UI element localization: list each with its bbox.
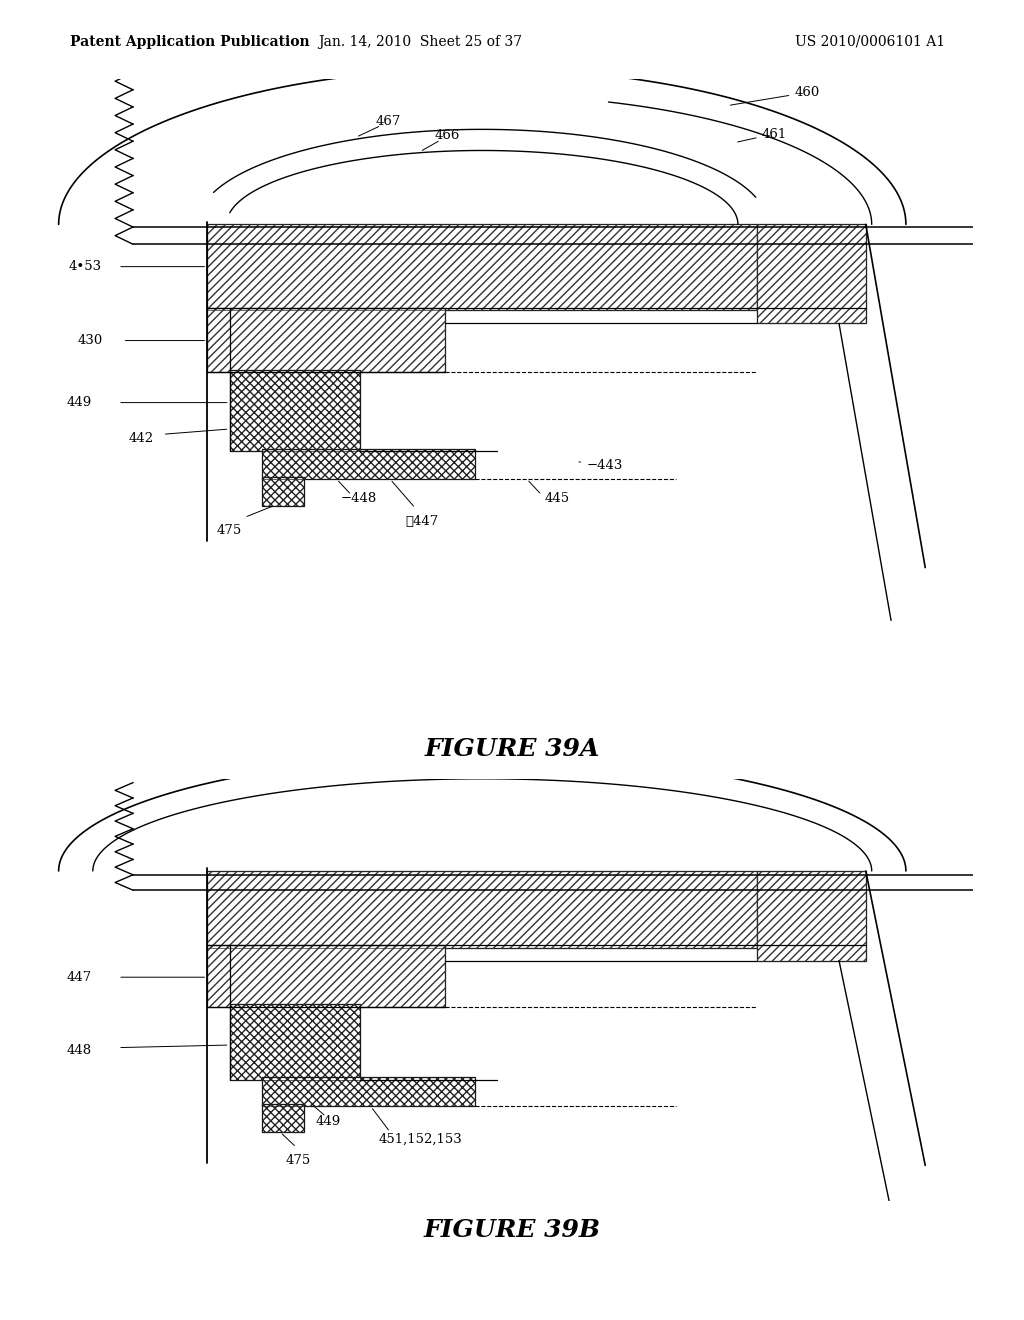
Text: 430: 430 — [78, 334, 103, 347]
Polygon shape — [262, 477, 304, 506]
Polygon shape — [262, 1077, 475, 1106]
Text: 4•53: 4•53 — [69, 260, 102, 273]
Text: Patent Application Publication: Patent Application Publication — [70, 34, 309, 49]
Text: ∖447: ∖447 — [404, 515, 438, 528]
Text: FIGURE 39A: FIGURE 39A — [424, 737, 600, 762]
Polygon shape — [262, 449, 475, 479]
Text: 449: 449 — [315, 1115, 341, 1129]
Text: 448: 448 — [67, 1044, 91, 1056]
Polygon shape — [758, 224, 865, 323]
Text: FIGURE 39B: FIGURE 39B — [424, 1218, 600, 1242]
Text: 451,152,153: 451,152,153 — [378, 1134, 462, 1146]
Text: 461: 461 — [762, 128, 787, 141]
Polygon shape — [207, 945, 445, 1007]
Polygon shape — [229, 1005, 360, 1080]
Polygon shape — [207, 224, 758, 310]
Polygon shape — [207, 308, 445, 372]
Text: 449: 449 — [67, 396, 91, 409]
Text: 467: 467 — [375, 115, 400, 128]
Text: Jan. 14, 2010  Sheet 25 of 37: Jan. 14, 2010 Sheet 25 of 37 — [317, 34, 522, 49]
Polygon shape — [207, 871, 758, 948]
Text: 475: 475 — [217, 524, 243, 537]
Text: −448: −448 — [341, 492, 377, 506]
Text: 460: 460 — [795, 86, 819, 99]
Text: 445: 445 — [545, 492, 569, 506]
Text: 475: 475 — [286, 1154, 311, 1167]
Text: US 2010/0006101 A1: US 2010/0006101 A1 — [795, 34, 945, 49]
Polygon shape — [262, 1104, 304, 1133]
Text: 442: 442 — [128, 432, 154, 445]
Polygon shape — [229, 370, 360, 451]
Text: −443: −443 — [587, 459, 623, 473]
Text: 466: 466 — [435, 129, 460, 143]
Polygon shape — [758, 871, 865, 961]
Text: 447: 447 — [67, 970, 91, 983]
